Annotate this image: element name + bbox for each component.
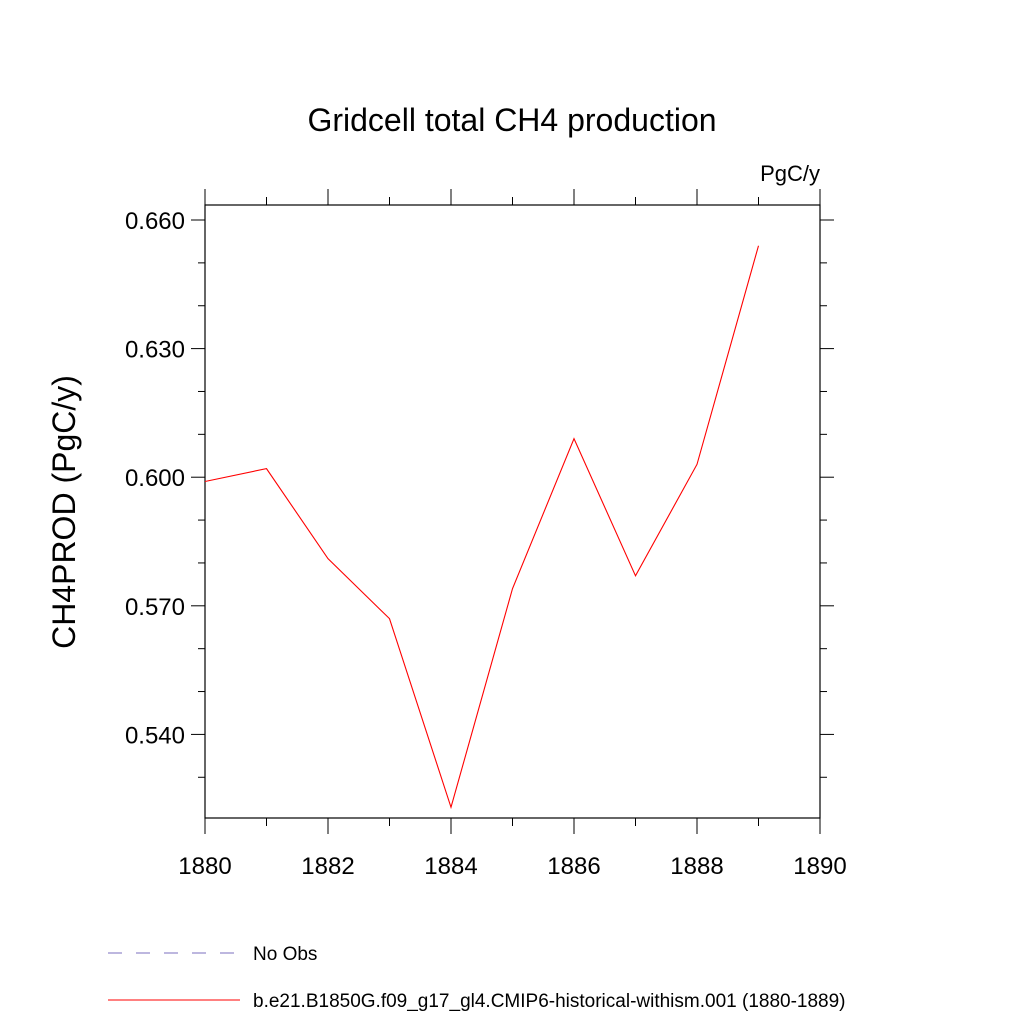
series-layer (204, 245, 760, 810)
series-line-1 (204, 245, 760, 810)
y-tick-label: 0.630 (125, 337, 185, 364)
y-axis-label: CH4PROD (PgC/y) (46, 375, 82, 649)
x-tick-label: 1888 (670, 853, 723, 880)
y-tick-label: 0.570 (125, 594, 185, 621)
legend-label-no-obs: No Obs (253, 944, 317, 965)
y-axis-ticks: 0.540 0.570 0.600 0.630 0.660 (125, 208, 834, 778)
units-label: PgC/y (760, 161, 820, 186)
legend-label-model: b.e21.B1850G.f09_g17_gl4.CMIP6-historica… (253, 991, 846, 1012)
y-tick-label: 0.660 (125, 208, 185, 235)
x-tick-label: 1890 (793, 853, 846, 880)
y-tick-label: 0.600 (125, 465, 185, 492)
plot-frame (204, 204, 821, 819)
legend: No Obs b.e21.B1850G.f09_g17_gl4.CMIP6-hi… (108, 944, 846, 1012)
chart-title: Gridcell total CH4 production (307, 102, 716, 138)
x-tick-label: 1884 (424, 853, 477, 880)
x-tick-label: 1886 (547, 853, 600, 880)
y-tick-label: 0.540 (125, 722, 185, 749)
x-tick-label: 1882 (301, 853, 354, 880)
x-tick-label: 1880 (178, 853, 231, 880)
x-axis-ticks: 1880 1882 1884 1886 1888 1890 (178, 189, 847, 880)
